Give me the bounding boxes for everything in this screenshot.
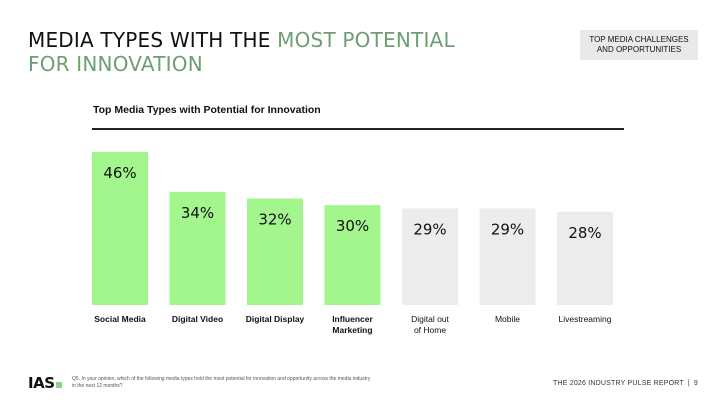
report-footer: THE 2026 INDUSTRY PULSE REPORT | 9 — [553, 380, 698, 387]
survey-footnote: Q5. In your opinion, which of the follow… — [72, 376, 371, 389]
chart-title: Top Media Types with Potential for Innov… — [93, 104, 321, 116]
category-label: Livestreaming — [559, 314, 612, 324]
bar-3 — [324, 205, 381, 305]
page-title: MEDIA TYPES WITH THE MOST POTENTIAL FOR … — [28, 28, 455, 76]
bar-4 — [402, 208, 458, 305]
category-label: Digital out — [411, 314, 449, 324]
logo-text: IAS — [28, 374, 55, 392]
page-number: 9 — [693, 380, 698, 387]
bar-value-label: 34% — [181, 204, 214, 222]
bar-0 — [92, 151, 148, 305]
title-highlight-2: FOR INNOVATION — [28, 52, 203, 76]
ias-logo: IAS — [28, 374, 62, 392]
bar-2 — [247, 198, 303, 305]
bar-value-label: 29% — [491, 220, 524, 238]
category-label: Marketing — [332, 325, 372, 335]
chart-title-rule — [92, 128, 624, 130]
bar-value-label: 46% — [103, 164, 136, 182]
title-main: MEDIA TYPES WITH THE — [28, 28, 271, 52]
bar-value-label: 28% — [568, 224, 601, 242]
logo-mark-icon — [55, 382, 62, 388]
report-name: THE 2026 INDUSTRY PULSE REPORT — [552, 380, 684, 387]
category-label: Social Media — [94, 314, 146, 324]
title-highlight-1: MOST POTENTIAL — [277, 28, 455, 52]
category-label: of Home — [414, 325, 446, 335]
category-label: Mobile — [495, 314, 520, 324]
category-label: Digital Display — [246, 314, 305, 324]
bar-6 — [557, 211, 613, 305]
bar-value-label: 30% — [336, 217, 369, 235]
section-tag: TOP MEDIA CHALLENGES AND OPPORTUNITIES — [580, 30, 698, 60]
bar-5 — [479, 208, 536, 305]
footer-separator: | — [687, 380, 690, 387]
bar-value-label: 29% — [413, 220, 446, 238]
category-label: Influencer — [332, 314, 373, 324]
bar-1 — [169, 191, 226, 305]
category-label: Digital Video — [172, 314, 223, 324]
bar-value-label: 32% — [258, 210, 291, 228]
